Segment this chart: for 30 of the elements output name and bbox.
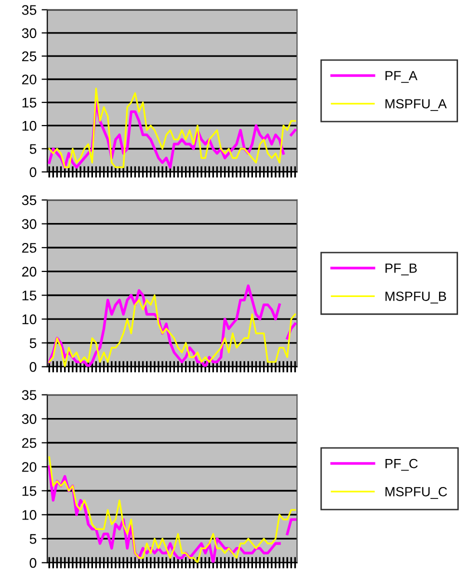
legend-label: PF_A bbox=[386, 71, 418, 83]
y-tick-label: 15 bbox=[22, 486, 36, 496]
y-tick-label: 30 bbox=[22, 28, 36, 38]
y-tick-label: 10 bbox=[22, 314, 36, 324]
y-tick-label: 30 bbox=[22, 414, 36, 424]
y-tick-label: 0 bbox=[30, 167, 36, 178]
y-tick-label: 0 bbox=[30, 362, 36, 372]
legend-label: MSPFU_B bbox=[386, 292, 446, 304]
y-tick-label: 10 bbox=[22, 510, 36, 520]
y-tick-label: 5 bbox=[30, 144, 36, 154]
y-tick-label: 15 bbox=[22, 290, 36, 300]
legend-label: MSPFU_A bbox=[386, 99, 447, 111]
legend-label: MSPFU_C bbox=[386, 487, 447, 499]
y-tick-label: 25 bbox=[22, 242, 36, 253]
y-tick-label: 35 bbox=[22, 5, 36, 15]
y-tick-label: 35 bbox=[22, 390, 36, 400]
legend-label: PF_B bbox=[386, 264, 417, 276]
y-tick-label: 30 bbox=[22, 219, 36, 229]
y-tick-label: 25 bbox=[22, 438, 36, 448]
y-tick-label: 20 bbox=[22, 74, 36, 84]
y-tick-label: 25 bbox=[22, 51, 36, 62]
y-tick-label: 35 bbox=[22, 195, 36, 206]
y-tick-label: 0 bbox=[30, 558, 36, 568]
y-tick-label: 5 bbox=[30, 338, 36, 348]
y-tick-label: 5 bbox=[30, 534, 36, 544]
y-tick-label: 10 bbox=[22, 120, 36, 131]
legend-label: PF_C bbox=[386, 458, 418, 471]
y-tick-label: 15 bbox=[22, 98, 36, 108]
y-tick-label: 20 bbox=[22, 266, 36, 277]
y-tick-label: 20 bbox=[22, 462, 36, 472]
